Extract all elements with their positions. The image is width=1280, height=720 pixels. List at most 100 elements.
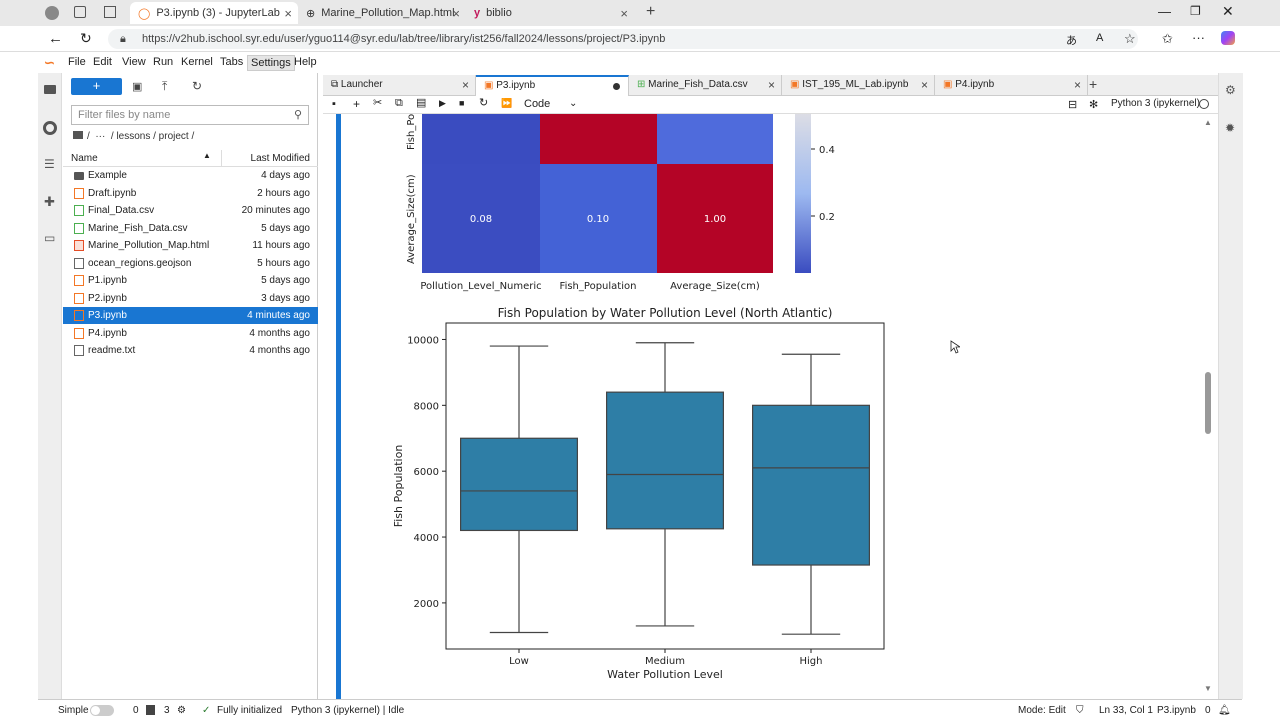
close-icon[interactable]: ×: [1073, 78, 1081, 92]
file-row[interactable]: ocean_regions.geojson 5 hours ago: [63, 255, 318, 272]
folder-icon[interactable]: [73, 131, 83, 139]
breadcrumb[interactable]: / ··· / lessons / project /: [87, 131, 195, 142]
file-row[interactable]: Marine_Pollution_Map.html 11 hours ago: [63, 237, 318, 254]
insert-cell-icon[interactable]: +: [353, 97, 361, 111]
stop-icon[interactable]: ■: [459, 98, 465, 108]
upload-icon[interactable]: ⤒: [162, 79, 168, 93]
filter-input[interactable]: Filter files by name: [71, 105, 309, 125]
toc-icon[interactable]: ☰: [44, 157, 55, 171]
collections-icon[interactable]: [74, 6, 86, 18]
menu-help[interactable]: Help: [294, 56, 317, 68]
close-icon[interactable]: ×: [920, 78, 928, 92]
favorites-bar-icon[interactable]: ✩: [1162, 31, 1173, 46]
file-row[interactable]: P3.ipynb 4 minutes ago: [63, 307, 318, 324]
bell-icon[interactable]: 🔔︎: [1218, 705, 1231, 716]
menu-tabs[interactable]: Tabs: [220, 56, 244, 68]
back-icon[interactable]: ←: [48, 30, 63, 47]
browser-tab-map[interactable]: ⊕ Marine_Pollution_Map.html ×: [306, 6, 460, 21]
tab-marine-fish-data[interactable]: ⊞ Marine_Fish_Data.csv ×: [629, 75, 782, 96]
tab-launcher[interactable]: ⧉ Launcher ×: [323, 75, 476, 96]
tab-p3[interactable]: ▣ P3.ipynb: [476, 75, 629, 96]
new-launcher-button[interactable]: +: [71, 78, 122, 95]
new-folder-icon[interactable]: ▣: [132, 81, 143, 93]
file-row[interactable]: P1.ipynb 5 days ago: [63, 272, 318, 289]
close-icon[interactable]: ×: [461, 78, 469, 92]
refresh-icon[interactable]: ↻: [80, 30, 92, 46]
run-icon[interactable]: ▶: [439, 98, 446, 108]
close-icon[interactable]: ×: [452, 6, 460, 21]
column-name[interactable]: Name: [71, 153, 98, 164]
add-tab-icon[interactable]: +: [1089, 76, 1098, 92]
file-row[interactable]: Final_Data.csv 20 minutes ago: [63, 202, 318, 219]
menu-run[interactable]: Run: [153, 56, 174, 68]
paste-icon[interactable]: ▤: [416, 97, 427, 109]
new-tab-icon[interactable]: +: [646, 3, 656, 20]
restart-icon[interactable]: ↻: [479, 97, 489, 109]
unsaved-dot-icon[interactable]: [613, 83, 620, 90]
favorite-icon[interactable]: ☆: [1124, 31, 1136, 46]
file-row[interactable]: Example 4 days ago: [63, 167, 318, 184]
cursor-position[interactable]: Ln 33, Col 1: [1099, 705, 1153, 716]
browser-tab-jupyterlab[interactable]: ◯ P3.ipynb (3) - JupyterLab ×: [130, 2, 298, 24]
menu-file[interactable]: File: [68, 56, 86, 68]
close-window-icon[interactable]: ✕: [1222, 3, 1234, 19]
copilot-icon[interactable]: [1221, 31, 1235, 45]
cut-icon[interactable]: ✂: [373, 97, 383, 109]
property-inspector-icon[interactable]: ⚙: [1225, 83, 1236, 97]
tab-p4[interactable]: ▣ P4.ipynb ×: [935, 75, 1088, 96]
chat-icon[interactable]: ▭: [44, 231, 56, 245]
profile-icon[interactable]: [45, 6, 59, 20]
tab-actions-icon[interactable]: [104, 6, 116, 18]
save-icon[interactable]: ▪: [332, 98, 336, 110]
kernel-status[interactable]: Python 3 (ipykernel) | Idle: [291, 705, 405, 716]
file-row[interactable]: P2.ipynb 3 days ago: [63, 290, 318, 307]
lsp-status[interactable]: Fully initialized: [217, 705, 283, 716]
more-icon[interactable]: ···: [1192, 30, 1205, 45]
browser-tab-biblio[interactable]: y biblio ×: [474, 6, 628, 21]
extension-icon[interactable]: ✚: [44, 194, 55, 209]
copy-icon[interactable]: ⧉: [395, 97, 403, 109]
chevron-down-icon[interactable]: ⌄: [569, 98, 578, 109]
debugger-icon[interactable]: ✹: [1225, 121, 1236, 135]
column-modified[interactable]: Last Modified: [250, 153, 310, 164]
close-icon[interactable]: ×: [767, 78, 775, 92]
cell-type-select[interactable]: Code: [524, 98, 551, 110]
bug-icon[interactable]: ✻: [1089, 99, 1099, 111]
scroll-up-icon[interactable]: ▲: [1204, 118, 1212, 127]
left-activity-bar: ☰ ✚ ▭: [38, 73, 62, 699]
scrollbar-thumb[interactable]: [1205, 372, 1211, 434]
correlation-heatmap: 0.08 0.10 1.00 Fish_Po Average_Size(cm) …: [406, 114, 835, 292]
restore-icon[interactable]: ❐: [1190, 4, 1201, 18]
folder-icon[interactable]: [44, 85, 56, 94]
scroll-down-icon[interactable]: ▼: [1204, 684, 1212, 693]
sort-asc-icon[interactable]: ▲: [203, 151, 211, 160]
file-row[interactable]: readme.txt 4 months ago: [63, 342, 318, 359]
editor-mode[interactable]: Mode: Edit: [1018, 705, 1066, 716]
kernel-name[interactable]: Python 3 (ipykernel): [1111, 98, 1200, 109]
file-row[interactable]: Marine_Fish_Data.csv 5 days ago: [63, 220, 318, 237]
menu-edit[interactable]: Edit: [93, 56, 112, 68]
file-row[interactable]: Draft.ipynb 2 hours ago: [63, 185, 318, 202]
close-icon[interactable]: ×: [284, 6, 292, 21]
simple-mode-toggle[interactable]: [90, 705, 114, 716]
minimize-icon[interactable]: —: [1158, 4, 1171, 19]
terminals-count[interactable]: 0: [133, 705, 139, 716]
read-aloud-icon[interactable]: A: [1096, 32, 1104, 44]
gear-icon[interactable]: ⚙: [177, 705, 186, 716]
menu-settings[interactable]: Settings: [247, 55, 295, 71]
menu-kernel[interactable]: Kernel: [181, 56, 213, 68]
render-icon[interactable]: ⊟: [1068, 99, 1078, 111]
notification-count[interactable]: 0: [1205, 705, 1211, 716]
active-cell-indicator: [336, 114, 341, 699]
menu-view[interactable]: View: [122, 56, 146, 68]
run-all-icon[interactable]: ⏩: [501, 98, 513, 108]
translate-icon[interactable]: あ: [1066, 35, 1077, 47]
terminal-icon: [146, 705, 155, 715]
kernels-count[interactable]: 3: [164, 705, 170, 716]
tab-ist195[interactable]: ▣ IST_195_ML_Lab.ipynb ×: [782, 75, 935, 96]
file-row[interactable]: P4.ipynb 4 months ago: [63, 325, 318, 342]
refresh-files-icon[interactable]: ↻: [192, 79, 203, 93]
running-icon[interactable]: [43, 121, 57, 135]
close-icon[interactable]: ×: [620, 6, 628, 21]
url-field[interactable]: 🔒︎ https://v2hub.ischool.syr.edu/user/yg…: [108, 29, 1138, 49]
